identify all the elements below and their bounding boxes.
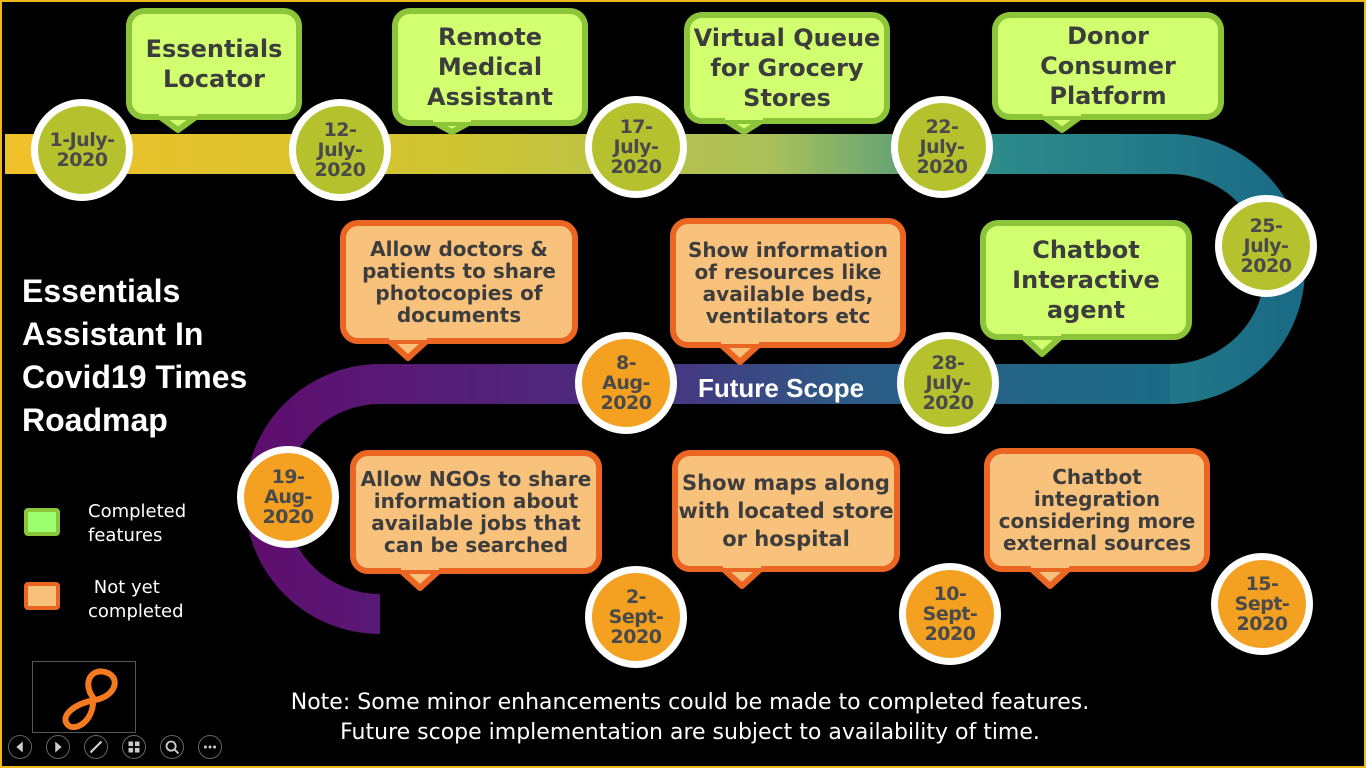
completed-feature-callout: Donor Consumer Platform — [992, 12, 1224, 120]
milestone-node: 12- July- 2020 — [289, 99, 391, 201]
pending-feature-callout: Allow doctors & patients to share photoc… — [340, 220, 578, 344]
title-line: Roadmap — [22, 402, 168, 438]
pending-feature-callout: Allow NGOs to share information about av… — [350, 450, 602, 574]
completed-feature-callout: Chatbot Interactive agent — [980, 220, 1192, 340]
feature-label: Show maps along with located store or ho… — [678, 471, 894, 551]
title-line: Essentials — [22, 273, 181, 309]
note: Note: Some minor enhancements could be m… — [230, 688, 1150, 748]
feature-label: Virtual Queue for Grocery Stores — [693, 24, 881, 112]
legend-pending-swatch — [24, 582, 60, 610]
feature-label: Allow doctors & patients to share photoc… — [362, 237, 556, 327]
next-button[interactable] — [46, 735, 70, 759]
pen-button[interactable] — [84, 735, 108, 759]
milestone-date: 2- Sept- 2020 — [608, 586, 664, 648]
milestone-date: 10- Sept- 2020 — [922, 583, 978, 645]
next-icon — [55, 741, 62, 753]
milestone-node: 8- Aug- 2020 — [575, 332, 677, 434]
zoom-button[interactable] — [160, 735, 184, 759]
feature-label: Allow NGOs to share information about av… — [360, 467, 592, 557]
milestone-date: 22- July- 2020 — [916, 116, 968, 178]
completed-feature-callout: Remote Medical Assistant — [392, 8, 588, 126]
future-scope-label: Future Scope — [698, 373, 865, 403]
milestone-node: 2- Sept- 2020 — [585, 566, 687, 668]
milestone-date: 1-July- 2020 — [49, 129, 116, 171]
milestone-date: 19- Aug- 2020 — [262, 466, 314, 528]
feature-label: Show information of resources like avail… — [688, 238, 888, 328]
logo — [32, 661, 136, 733]
previous-icon — [16, 741, 23, 753]
milestone-date: 12- July- 2020 — [314, 119, 366, 181]
completed-feature-callout: Virtual Queue for Grocery Stores — [684, 12, 890, 124]
title-line: Covid19 Times — [22, 359, 248, 395]
note-line: Note: Some minor enhancements could be m… — [290, 690, 1090, 715]
milestone-node: 25- July- 2020 — [1215, 195, 1317, 297]
pending-feature-callout: Show information of resources like avail… — [670, 218, 906, 348]
milestone-date: 25- July- 2020 — [1240, 215, 1292, 277]
feature-label: Remote Medical Assistant — [427, 23, 553, 111]
pen-icon — [89, 740, 103, 754]
zoom-icon — [165, 740, 180, 755]
slides-grid-icon — [128, 741, 140, 753]
feature-label: Donor Consumer Platform — [1040, 22, 1176, 110]
slide-title: Essentials Assistant In Covid19 Times Ro… — [22, 270, 312, 442]
slides-grid-button[interactable] — [122, 735, 146, 759]
more-icon — [203, 745, 217, 749]
pending-feature-callout: Chatbot integration considering more ext… — [984, 448, 1210, 572]
completed-feature-callout: Essentials Locator — [126, 8, 302, 120]
milestone-node: 22- July- 2020 — [891, 96, 993, 198]
milestone-date: 28- July- 2020 — [922, 352, 974, 414]
milestone-node: 1-July- 2020 — [31, 99, 133, 201]
milestone-node: 15- Sept- 2020 — [1211, 553, 1313, 655]
milestone-node: 28- July- 2020 — [897, 332, 999, 434]
title-line: Assistant In — [22, 316, 204, 352]
feature-label: Essentials Locator — [145, 35, 283, 93]
milestone-node: 10- Sept- 2020 — [899, 563, 1001, 665]
logo-mark-icon — [62, 668, 118, 731]
milestone-date: 15- Sept- 2020 — [1234, 573, 1290, 635]
previous-button[interactable] — [8, 735, 32, 759]
note-line: Future scope implementation are subject … — [340, 720, 1040, 745]
pending-feature-callout: Show maps along with located store or ho… — [672, 450, 900, 572]
more-button[interactable] — [198, 735, 222, 759]
milestone-node: 19- Aug- 2020 — [237, 446, 339, 548]
milestone-node: 17- July- 2020 — [585, 96, 687, 198]
legend-completed-swatch — [24, 508, 60, 536]
feature-label: Chatbot integration considering more ext… — [998, 465, 1196, 555]
legend-pending-label: Not yet completed — [88, 577, 184, 622]
legend-completed-label: Completed features — [88, 501, 187, 546]
feature-label: Chatbot Interactive agent — [1012, 236, 1160, 324]
milestone-date: 17- July- 2020 — [610, 116, 662, 178]
milestone-date: 8- Aug- 2020 — [600, 352, 652, 414]
